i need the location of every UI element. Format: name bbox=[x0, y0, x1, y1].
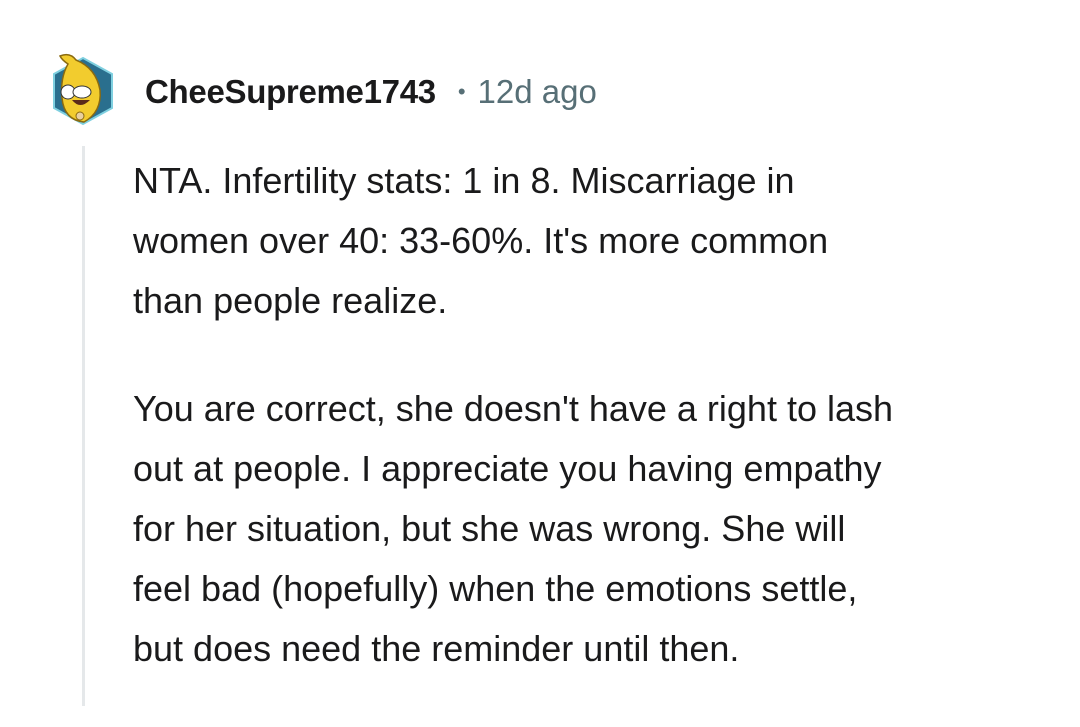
comment-paragraph: NTA. Infertility stats: 1 in 8. Miscarri… bbox=[133, 151, 1053, 331]
text-line: out at people. I appreciate you having e… bbox=[133, 448, 882, 489]
timestamp: 12d ago bbox=[477, 73, 597, 110]
text-line: women over 40: 33-60%. It's more common bbox=[133, 220, 829, 261]
thread-line[interactable] bbox=[82, 146, 85, 706]
comment-paragraph: You are correct, she doesn't have a righ… bbox=[133, 379, 1053, 679]
text-line: for her situation, but she was wrong. Sh… bbox=[133, 508, 846, 549]
separator-dot: • bbox=[457, 79, 466, 104]
text-line: NTA. Infertility stats: 1 in 8. Miscarri… bbox=[133, 160, 795, 201]
avatar[interactable] bbox=[50, 50, 116, 128]
banana-avatar-icon bbox=[53, 53, 113, 126]
text-line: but does need the reminder until then. bbox=[133, 628, 740, 669]
text-line: You are correct, she doesn't have a righ… bbox=[133, 388, 894, 429]
username-link[interactable]: CheeSupreme1743 bbox=[145, 73, 436, 110]
text-line: than people realize. bbox=[133, 280, 448, 321]
comment-header: CheeSupreme1743 • 12d ago bbox=[145, 70, 597, 114]
text-line: feel bad (hopefully) when the emotions s… bbox=[133, 568, 858, 609]
comment-body: NTA. Infertility stats: 1 in 8. Miscarri… bbox=[133, 151, 1053, 727]
